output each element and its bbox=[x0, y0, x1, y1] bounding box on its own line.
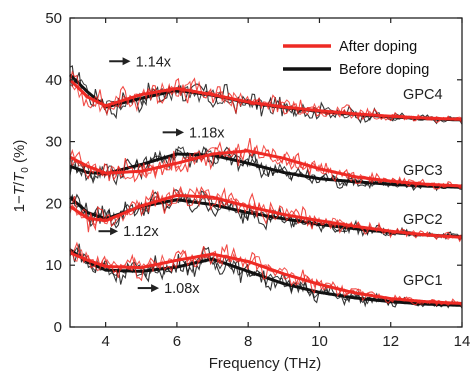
y-label-part-2: T bbox=[11, 184, 28, 195]
y-axis-label: 1−T/T0 (%) bbox=[11, 140, 31, 213]
x-axis-label: Frequency (THz) bbox=[209, 355, 322, 372]
y-tick-label: 40 bbox=[45, 72, 62, 89]
ratio-label: 1.18x bbox=[189, 125, 225, 141]
ratio-label: 1.08x bbox=[164, 281, 200, 297]
arrow-head bbox=[122, 57, 131, 66]
y-label-part-3: / bbox=[11, 181, 28, 186]
series-gpc3-before-fit bbox=[69, 152, 462, 189]
series-gpc2 bbox=[69, 185, 463, 243]
series-gpc2-after-fit bbox=[69, 193, 463, 239]
series-gpc4 bbox=[68, 65, 463, 125]
series-label-gpc1: GPC1 bbox=[403, 273, 443, 289]
legend-label-before: Before doping bbox=[339, 62, 429, 78]
series-gpc1-before-raw bbox=[69, 243, 463, 309]
series-gpc3-after-fit bbox=[69, 149, 463, 188]
ratio-label: 1.12x bbox=[123, 224, 159, 240]
x-tick-label: 10 bbox=[311, 333, 328, 350]
series-gpc1-after-fit bbox=[69, 251, 463, 305]
series-gpc4-after-fit bbox=[68, 78, 463, 121]
x-tick-label: 6 bbox=[173, 333, 181, 350]
y-label-part-5: 0 bbox=[20, 167, 31, 173]
y-tick-label: 10 bbox=[45, 257, 62, 274]
x-tick-label: 4 bbox=[101, 333, 109, 350]
series-gpc3-before-raw2 bbox=[69, 146, 463, 190]
arrow-head bbox=[110, 227, 119, 236]
series-layer bbox=[68, 65, 463, 309]
ratio-annotation: 1.08x bbox=[137, 281, 200, 297]
y-label-part-6: (%) bbox=[11, 140, 28, 168]
x-tick-label: 8 bbox=[244, 333, 252, 350]
legend: After doping Before doping bbox=[283, 39, 429, 78]
y-tick-label: 0 bbox=[54, 319, 62, 336]
series-label-gpc4: GPC4 bbox=[403, 87, 443, 103]
label-layer: GPC4 GPC3 GPC2 GPC1 1.14x 1.18x 1.12x 1.08x bbox=[98, 54, 443, 297]
series-label-gpc2: GPC2 bbox=[403, 212, 443, 228]
series-gpc3 bbox=[69, 137, 463, 192]
legend-label-after: After doping bbox=[339, 39, 417, 55]
x-tick-label: 12 bbox=[382, 333, 399, 350]
x-tick-label: 14 bbox=[454, 333, 471, 350]
series-gpc4-after-raw bbox=[69, 70, 463, 124]
y-tick-label: 20 bbox=[45, 195, 62, 212]
series-label-gpc3: GPC3 bbox=[403, 163, 443, 179]
ratio-annotation: 1.12x bbox=[98, 224, 159, 240]
ratio-annotation: 1.14x bbox=[109, 54, 172, 70]
ratio-label: 1.14x bbox=[136, 54, 172, 70]
plot-frame bbox=[69, 17, 463, 328]
series-gpc1 bbox=[69, 241, 463, 309]
axes-layer: 4 6 8 10 12 14 0 10 20 30 40 50 bbox=[45, 10, 470, 350]
y-tick-label: 50 bbox=[45, 10, 62, 27]
series-gpc2-after-raw bbox=[69, 185, 463, 243]
y-tick-label: 30 bbox=[45, 134, 62, 151]
ratio-annotation: 1.18x bbox=[162, 125, 225, 141]
arrow-head bbox=[176, 128, 185, 137]
y-label-part-1: 1− bbox=[11, 195, 28, 212]
y-label-part-4: T bbox=[11, 171, 28, 182]
arrow-head bbox=[151, 284, 160, 293]
